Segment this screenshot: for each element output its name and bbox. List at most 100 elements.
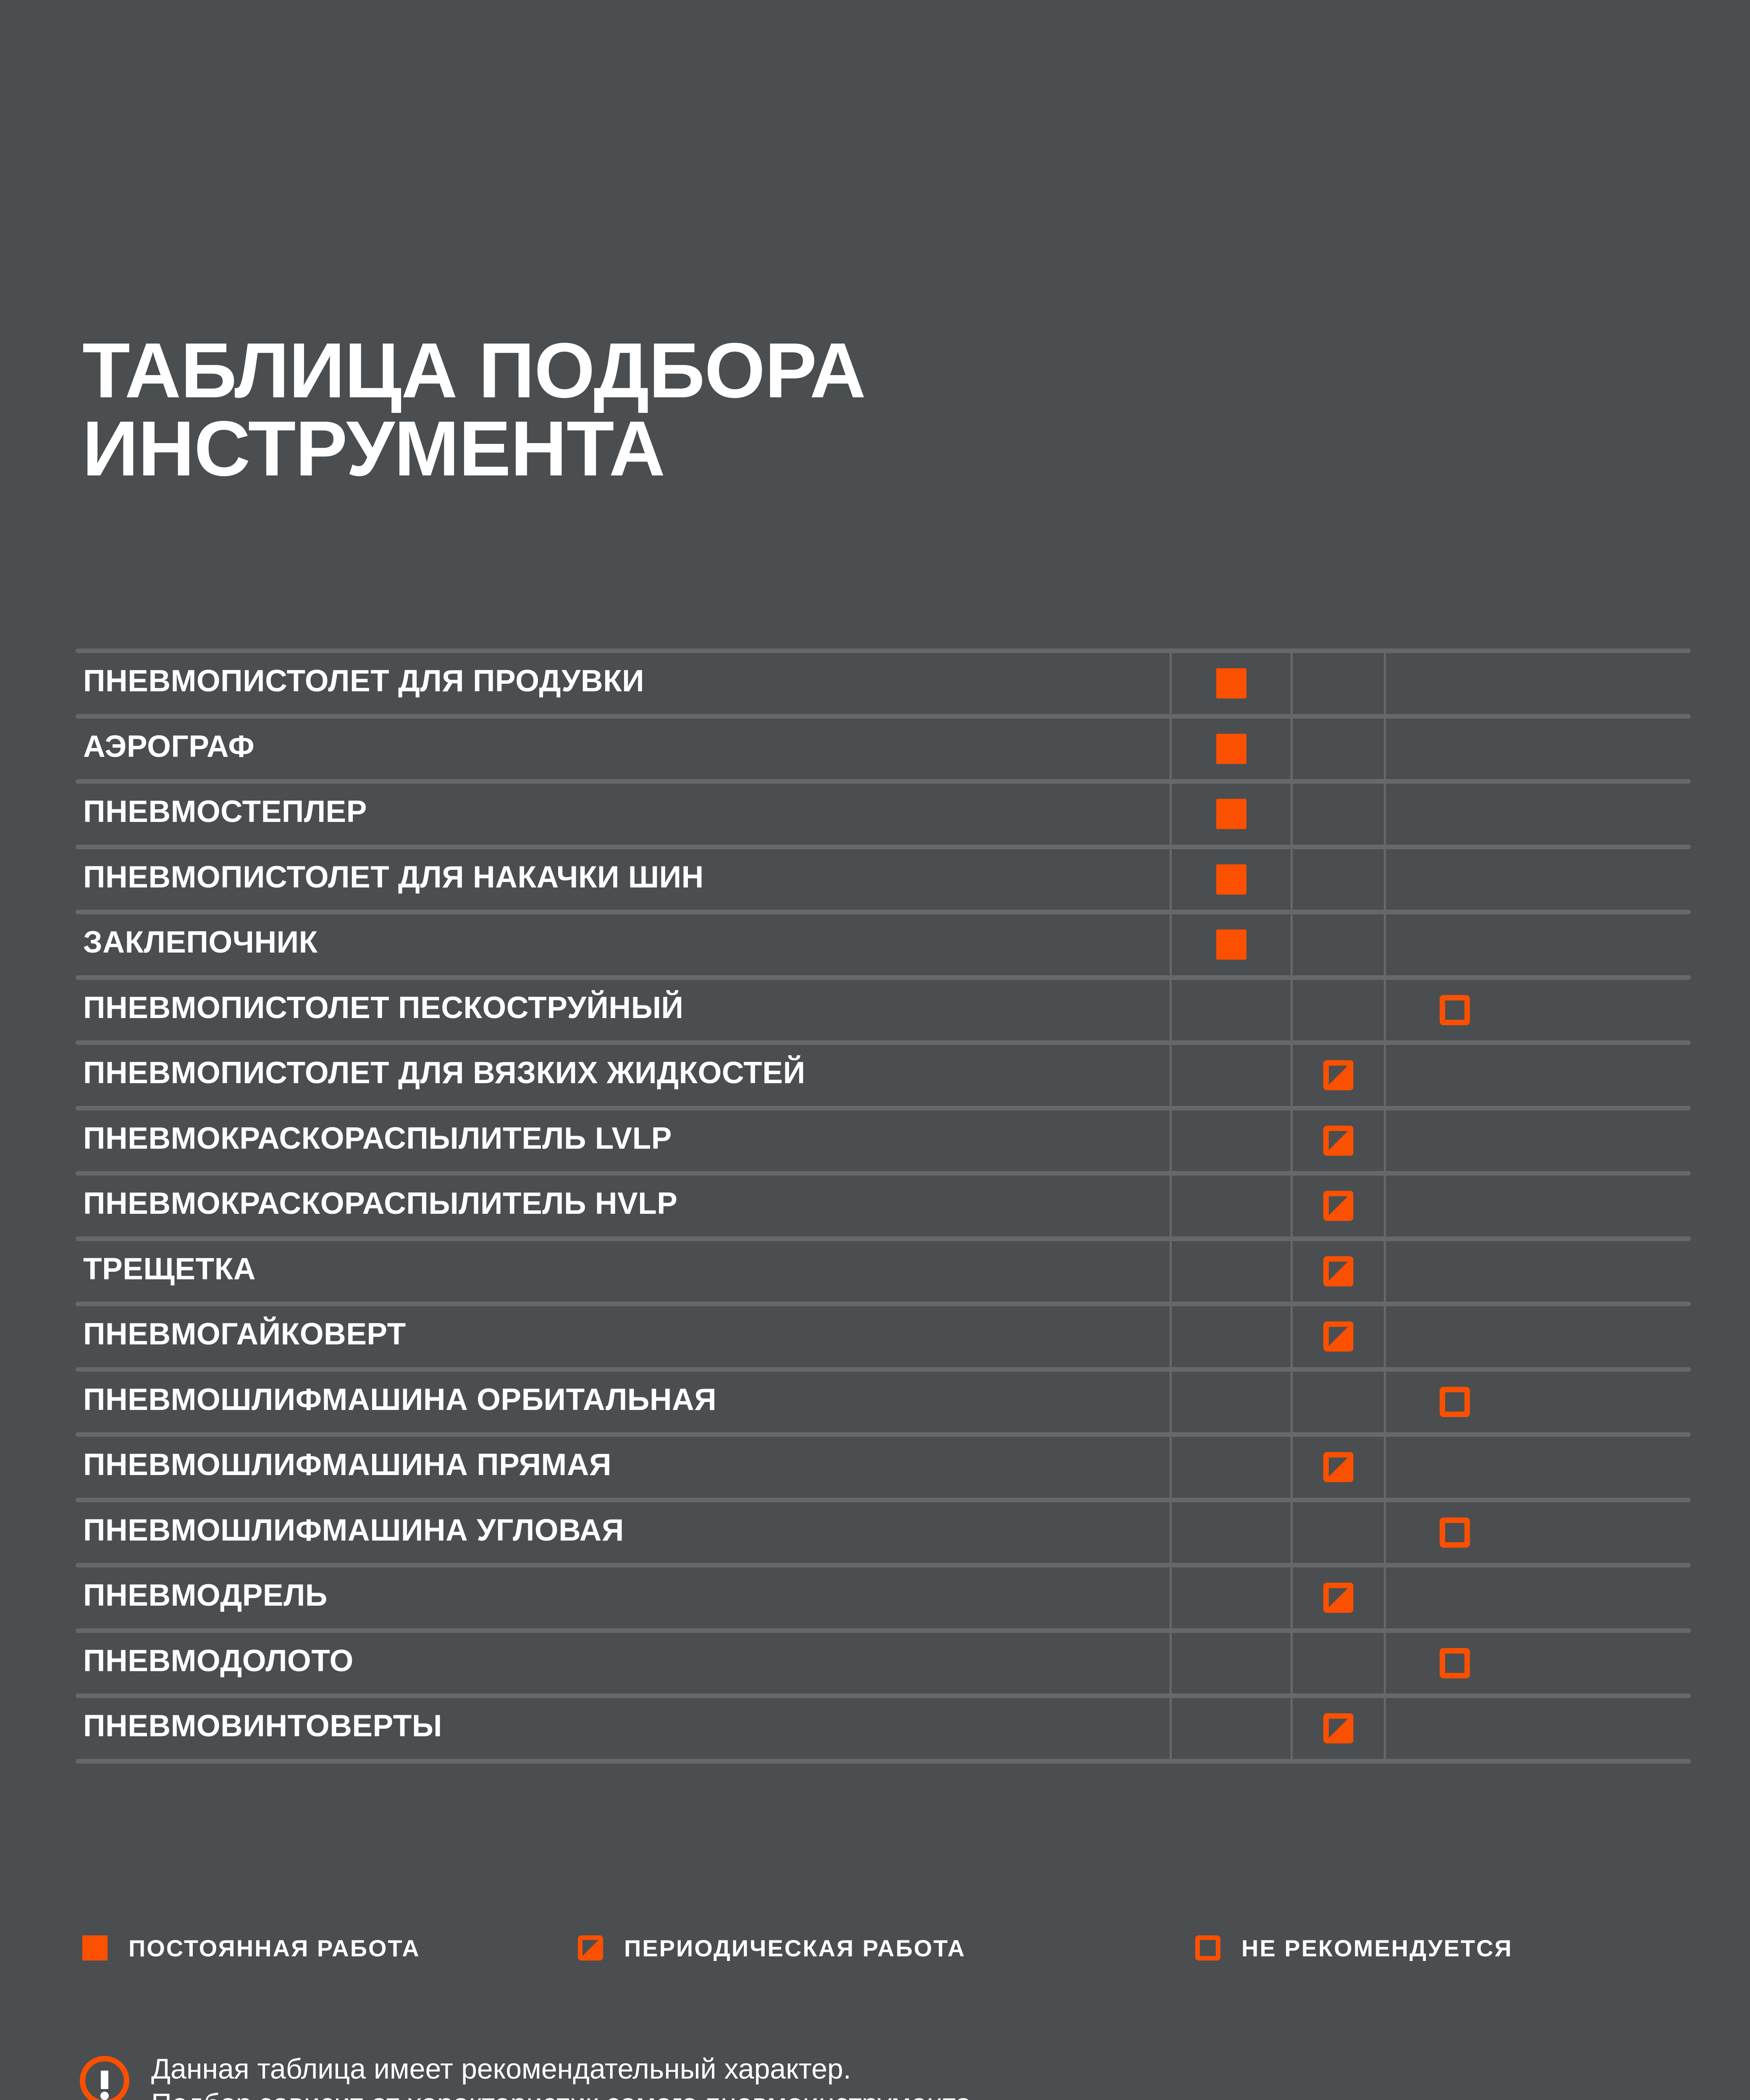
table-cell: [1293, 653, 1384, 714]
warning-exclamation-icon: [80, 2056, 129, 2100]
table-cell: [1172, 1633, 1291, 1694]
row-divider: [76, 1432, 1691, 1437]
table-cell: [1293, 1372, 1384, 1433]
table-cell: [1386, 1633, 1691, 1694]
table-cell: [1293, 980, 1384, 1041]
column-divider: [1170, 1045, 1172, 1106]
table-cell: [1293, 719, 1384, 780]
column-divider: [1170, 1241, 1172, 1302]
tool-name-label: ПНЕВМОПИСТОЛЕТ ДЛЯ ПРОДУВКИ: [83, 664, 645, 698]
table-cell: [1386, 1698, 1691, 1759]
table-row: ЗАКЛЕПОЧНИК: [76, 910, 1691, 975]
row-divider: [76, 1693, 1691, 1698]
table-cell: [1172, 1306, 1291, 1367]
marker-half-icon: [1323, 1060, 1354, 1091]
column-divider: [1384, 1633, 1386, 1693]
tool-name-label: ПНЕВМОШЛИФМАШИНА УГЛОВАЯ: [83, 1513, 624, 1547]
column-divider: [1291, 979, 1293, 1040]
row-divider: [76, 1367, 1691, 1372]
column-divider: [1170, 1437, 1172, 1498]
table-row: ПНЕВМОГАЙКОВЕРТ: [76, 1302, 1691, 1367]
table-cell: [1293, 1306, 1384, 1367]
marker-full-icon: [1216, 929, 1246, 960]
table-cell: [1293, 1176, 1384, 1236]
table-cell: [1172, 653, 1291, 714]
table-cell: [1386, 784, 1691, 845]
row-divider: [76, 1236, 1691, 1241]
column-divider: [1170, 849, 1172, 910]
column-divider: [1384, 849, 1386, 910]
column-divider: [1170, 1698, 1172, 1759]
column-divider: [1384, 1110, 1386, 1171]
column-divider: [1170, 653, 1172, 714]
column-divider: [1384, 718, 1386, 779]
column-divider: [1170, 718, 1172, 779]
table-row: ПНЕВМОВИНТОВЕРТЫ: [76, 1693, 1691, 1764]
disclaimer-line-2: Подбор зависит от характеристик самого п…: [151, 2087, 979, 2100]
column-divider: [1291, 653, 1293, 714]
tool-name-label: ПНЕВМОКРАСКОРАСПЫЛИТЕЛЬ HVLP: [83, 1186, 678, 1221]
table-cell: [1293, 1241, 1384, 1302]
tool-name-label: ПНЕВМОПИСТОЛЕТ ДЛЯ НАКАЧКИ ШИН: [83, 860, 704, 894]
marker-full-icon: [1216, 864, 1246, 895]
table-row: ТРЕЩЕТКА: [76, 1236, 1691, 1302]
column-divider: [1170, 979, 1172, 1040]
table-cell: [1386, 914, 1691, 975]
table-cell: [1386, 1176, 1691, 1236]
row-divider: [76, 1040, 1691, 1045]
tool-name-label: ПНЕВМОПИСТОЛЕТ ПЕСКОСТРУЙНЫЙ: [83, 990, 684, 1025]
column-divider: [1384, 979, 1386, 1040]
table-row: АЭРОГРАФ: [76, 714, 1691, 780]
table-cell: [1172, 980, 1291, 1041]
marker-half-icon: [1323, 1321, 1354, 1352]
column-divider: [1384, 914, 1386, 975]
tool-name-label: ПНЕВМОКРАСКОРАСПЫЛИТЕЛЬ LVLP: [83, 1121, 672, 1155]
marker-empty-icon: [1440, 1386, 1470, 1417]
row-divider: [76, 975, 1691, 980]
table-row: ПНЕВМОШЛИФМАШИНА ПРЯМАЯ: [76, 1432, 1691, 1498]
table-cell: [1172, 1241, 1291, 1302]
table-row: ПНЕВМОДОЛОТО: [76, 1628, 1691, 1694]
row-divider: [76, 714, 1691, 719]
column-divider: [1384, 1437, 1386, 1498]
table-cell: [1293, 1110, 1384, 1171]
marker-half-icon: [1323, 1713, 1354, 1744]
table-row: ПНЕВМОПИСТОЛЕТ ДЛЯ НАКАЧКИ ШИН: [76, 844, 1691, 910]
column-divider: [1291, 718, 1293, 779]
table-row: ПНЕВМОШЛИФМАШИНА УГЛОВАЯ: [76, 1497, 1691, 1563]
table-row: ПНЕВМОШЛИФМАШИНА ОРБИТАЛЬНАЯ: [76, 1367, 1691, 1433]
table-cell: [1172, 914, 1291, 975]
tool-name-label: ПНЕВМОДОЛОТО: [83, 1643, 354, 1678]
marker-full-icon: [1216, 733, 1246, 764]
table-cell: [1172, 784, 1291, 845]
table-cell: [1172, 1502, 1291, 1563]
legend-marker-empty-icon: [1195, 1935, 1220, 1961]
column-divider: [1170, 1110, 1172, 1171]
table-cell: [1386, 1110, 1691, 1171]
disclaimer-text: Данная таблица имеет рекомендательный ха…: [151, 2052, 979, 2100]
column-divider: [1384, 653, 1386, 714]
row-divider: [76, 1171, 1691, 1176]
column-divider: [1384, 1176, 1386, 1236]
row-divider: [76, 1105, 1691, 1110]
legend-label: НЕ РЕКОМЕНДУЕТСЯ: [1241, 1935, 1513, 1961]
column-divider: [1291, 1371, 1293, 1432]
row-divider: [76, 1759, 1691, 1764]
column-divider: [1291, 1306, 1293, 1367]
marker-half-icon: [1323, 1452, 1354, 1483]
row-divider: [76, 779, 1691, 784]
legend: ПОСТОЯННАЯ РАБОТА ПЕРИОДИЧЕСКАЯ РАБОТА НЕ …: [82, 1923, 1678, 1973]
table-cell: [1386, 1241, 1691, 1302]
table-cell: [1293, 1437, 1384, 1498]
column-divider: [1170, 1306, 1172, 1367]
column-divider: [1291, 784, 1293, 845]
marker-half-icon: [1323, 1191, 1354, 1221]
marker-half-icon: [1323, 1583, 1354, 1613]
exclamation-dot: [100, 2092, 109, 2100]
disclaimer-note: Данная таблица имеет рекомендательный ха…: [80, 2052, 1634, 2100]
table-cell: [1293, 914, 1384, 975]
column-divider: [1384, 784, 1386, 845]
table-cell: [1172, 1176, 1291, 1236]
column-divider: [1291, 1110, 1293, 1171]
column-divider: [1384, 1045, 1386, 1106]
